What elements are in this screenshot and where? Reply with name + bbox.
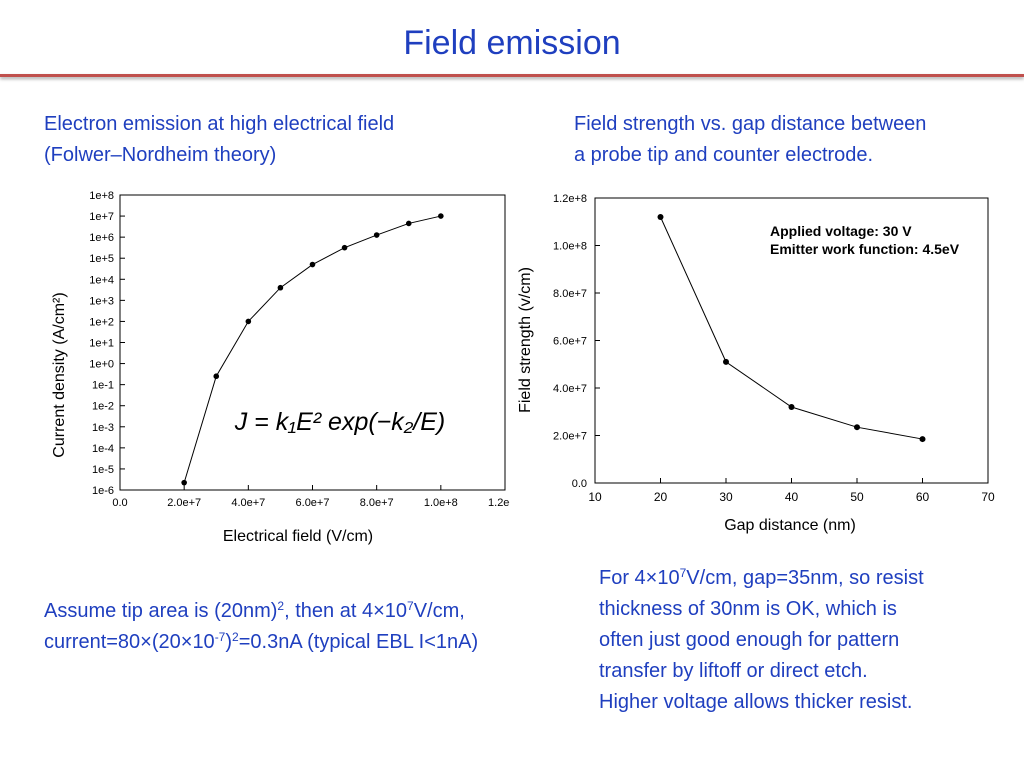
y-tick-label: 1e-5 bbox=[92, 464, 114, 476]
y-tick-label: 1e-3 bbox=[92, 422, 114, 434]
x-tick-label: 50 bbox=[850, 490, 864, 504]
plot-frame bbox=[119, 194, 506, 491]
x-tick-label: 40 bbox=[785, 490, 799, 504]
annotation-applied-voltage: Applied voltage: 30 V bbox=[770, 223, 912, 239]
data-point bbox=[438, 213, 444, 219]
fowler-nordheim-chart: 0.02.0e+74.0e+76.0e+78.0e+71.0e+81.2e+8 … bbox=[51, 190, 510, 545]
y-tick-label: 1.0e+8 bbox=[553, 241, 587, 253]
y-tick-label: 1e+1 bbox=[89, 338, 114, 350]
y-tick-label: 8.0e+7 bbox=[553, 288, 587, 300]
data-point bbox=[341, 244, 348, 251]
y-tick-label: 1e+7 bbox=[89, 211, 114, 223]
x-tick-label: 60 bbox=[916, 490, 930, 504]
x-tick-label: 70 bbox=[981, 490, 995, 504]
title-divider bbox=[0, 74, 1024, 77]
y-tick-label: 4.0e+7 bbox=[553, 383, 587, 395]
bottom-right-text: For 4×107V/cm, gap=35nm, so resist thick… bbox=[599, 563, 924, 718]
bottom-left-line1: Assume tip area is (20nm)2, then at 4×10… bbox=[44, 599, 465, 622]
y-axis-label: Field strength (v/cm) bbox=[517, 267, 534, 413]
data-point bbox=[181, 479, 187, 486]
x-tick-label: 1.2e+8 bbox=[488, 497, 510, 509]
left-caption-line2: (Folwer–Nordheim theory) bbox=[44, 144, 277, 166]
y-tick-label: 1.2e+8 bbox=[553, 193, 587, 205]
data-point bbox=[723, 358, 729, 365]
y-tick-label: 1e+5 bbox=[89, 253, 114, 265]
x-axis-label: Gap distance (nm) bbox=[724, 517, 856, 534]
data-point bbox=[405, 220, 412, 227]
x-tick-label: 8.0e+7 bbox=[360, 497, 394, 509]
left-caption: Electron emission at high electrical fie… bbox=[44, 109, 394, 171]
bottom-right-line4: transfer by liftoff or direct etch. bbox=[599, 660, 868, 682]
y-tick-label: 1e-6 bbox=[92, 485, 114, 497]
data-point bbox=[854, 424, 860, 431]
data-point bbox=[919, 436, 926, 443]
data-point bbox=[309, 261, 316, 268]
bottom-left-line2: current=80×(20×10-7)2=0.3nA (typical EBL… bbox=[44, 630, 479, 653]
y-tick-label: 1e+0 bbox=[89, 359, 114, 371]
x-tick-label: 4.0e+7 bbox=[231, 497, 265, 509]
x-tick-label: 20 bbox=[654, 490, 668, 504]
y-tick-label: 1e-4 bbox=[92, 443, 114, 455]
y-tick-label: 1e+2 bbox=[89, 316, 114, 328]
field-strength-chart: 10 20 30 40 50 60 70 0.0 2.0e+7 4.0e+7 6.0e+7 8.0e… bbox=[517, 193, 995, 534]
right-caption-line1: Field strength vs. gap distance between bbox=[574, 113, 927, 135]
x-tick-label: 1.0e+8 bbox=[424, 497, 458, 509]
y-tick-label: 1e+6 bbox=[89, 232, 114, 244]
right-caption-line2: a probe tip and counter electrode. bbox=[574, 144, 874, 166]
x-tick-label: 30 bbox=[719, 490, 733, 504]
left-caption-line1: Electron emission at high electrical fie… bbox=[44, 113, 395, 135]
y-tick-label: 1e+4 bbox=[89, 274, 114, 286]
y-tick-label: 0.0 bbox=[572, 478, 587, 490]
bottom-right-line2: thickness of 30nm is OK, which is bbox=[599, 598, 897, 620]
x-tick-label: 10 bbox=[588, 490, 602, 504]
right-caption: Field strength vs. gap distance between … bbox=[574, 109, 926, 171]
bottom-right-line3: often just good enough for pattern bbox=[599, 629, 900, 651]
x-tick-label: 2.0e+7 bbox=[167, 497, 201, 509]
slide-title: Field emission bbox=[403, 24, 621, 62]
y-tick-label: 1e+8 bbox=[89, 190, 114, 202]
y-tick-label: 1e-1 bbox=[92, 380, 114, 392]
bottom-right-line1: For 4×107V/cm, gap=35nm, so resist bbox=[599, 566, 924, 589]
y-tick-label: 2.0e+7 bbox=[553, 431, 587, 443]
y-tick-label: 6.0e+7 bbox=[553, 336, 587, 348]
data-point bbox=[657, 214, 664, 220]
x-tick-label: 0.0 bbox=[112, 497, 127, 509]
annotation-work-function: Emitter work function: 4.5eV bbox=[770, 241, 960, 257]
x-axis-label: Electrical field (V/cm) bbox=[223, 528, 373, 545]
data-point bbox=[213, 373, 220, 380]
data-point bbox=[245, 318, 252, 325]
y-tick-label: 1e+3 bbox=[89, 295, 114, 307]
y-tick-label: 1e-2 bbox=[92, 401, 114, 413]
data-point bbox=[277, 284, 284, 291]
bottom-left-text: Assume tip area is (20nm)2, then at 4×10… bbox=[44, 596, 478, 658]
x-tick-label: 6.0e+7 bbox=[296, 497, 330, 509]
fowler-nordheim-equation: J = k₁E² exp(−k₂/E) bbox=[234, 408, 446, 436]
y-axis-label: Current density (A/cm²) bbox=[51, 292, 68, 457]
data-point bbox=[788, 404, 795, 410]
series-line bbox=[183, 215, 441, 483]
bottom-right-line5: Higher voltage allows thicker resist. bbox=[599, 691, 913, 713]
data-point bbox=[373, 232, 380, 238]
